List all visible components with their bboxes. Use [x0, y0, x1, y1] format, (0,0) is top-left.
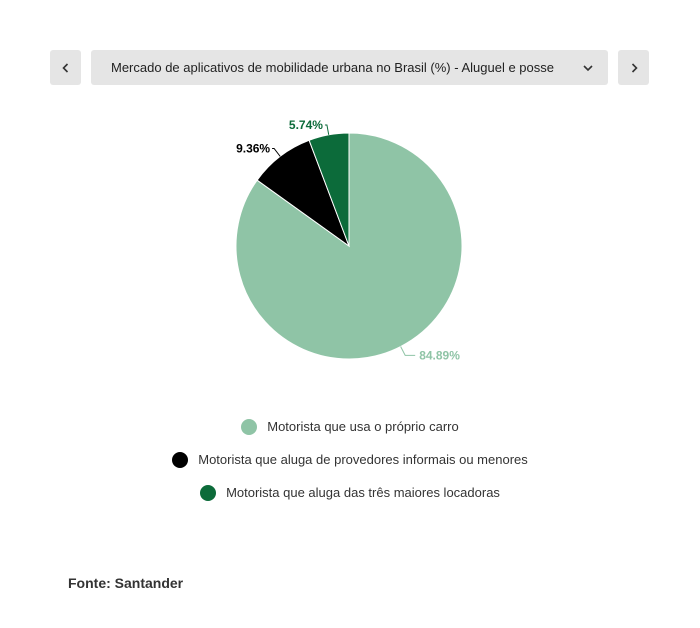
legend-marker	[172, 451, 189, 468]
pie-slice[interactable]	[235, 132, 463, 360]
legend-item[interactable]: Motorista que usa o próprio carro	[0, 410, 700, 443]
label-leader-line	[272, 147, 281, 157]
data-label: 9.36%	[236, 141, 270, 155]
source-note: Fonte: Santander	[68, 575, 184, 591]
legend-marker	[200, 484, 217, 501]
selected-chart-label: Mercado de aplicativos de mobilidade urb…	[111, 60, 554, 75]
chevron-right-icon	[631, 62, 638, 73]
data-label: 5.74%	[289, 118, 323, 132]
legend-label: Motorista que aluga das três maiores loc…	[226, 485, 500, 500]
chevron-left-icon	[61, 62, 68, 73]
chevron-down-icon	[583, 65, 593, 72]
legend-marker	[241, 418, 258, 435]
label-leader-line	[324, 124, 330, 135]
pie-slice[interactable]	[308, 132, 350, 247]
pie-chart: 84.89% 9.36% 5.74%	[235, 118, 463, 362]
chart-legend: Motorista que usa o próprio carro Motoris…	[0, 410, 700, 509]
label-leader-line	[400, 346, 416, 356]
chart-selector-dropdown[interactable]: Mercado de aplicativos de mobilidade urb…	[91, 50, 608, 85]
previous-chart-button[interactable]	[50, 50, 81, 85]
legend-label: Motorista que usa o próprio carro	[267, 419, 459, 434]
next-chart-button[interactable]	[618, 50, 649, 85]
legend-label: Motorista que aluga de provedores inform…	[198, 452, 528, 467]
legend-item[interactable]: Motorista que aluga de provedores inform…	[0, 443, 700, 476]
data-label: 84.89%	[419, 348, 460, 362]
legend-item[interactable]: Motorista que aluga das três maiores loc…	[0, 476, 700, 509]
